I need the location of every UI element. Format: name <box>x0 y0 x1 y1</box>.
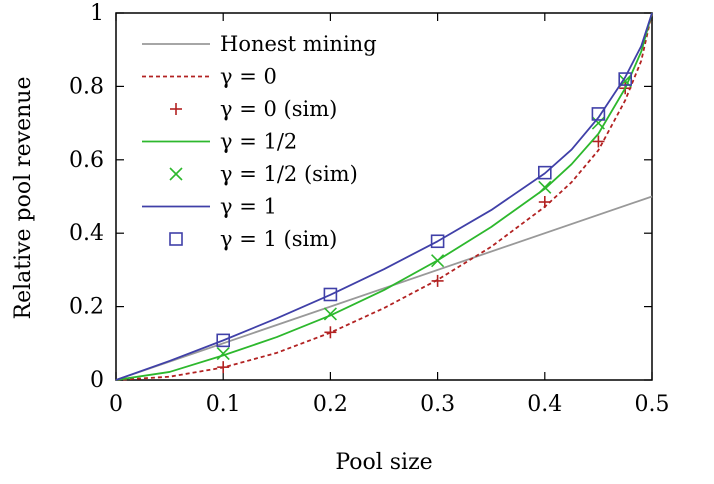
data-point <box>591 107 606 121</box>
data-point <box>431 274 444 287</box>
x-axis-label: Pool size <box>335 450 432 475</box>
series-line <box>115 12 653 381</box>
legend-label: γ = 1/2 <box>220 130 297 154</box>
data-point <box>537 165 552 180</box>
y-tick-label: 0.4 <box>69 221 104 246</box>
legend-entry: γ = 1 (sim) <box>169 227 337 251</box>
legend-entry: γ = 1/2 <box>142 130 297 154</box>
data-point <box>323 307 337 321</box>
data-point <box>538 180 552 194</box>
data-point <box>592 135 605 148</box>
series-layer <box>115 12 653 381</box>
plot-area <box>115 12 653 381</box>
x-tick-label: 0.4 <box>527 392 562 417</box>
legend-swatch <box>169 167 183 181</box>
series-line <box>115 12 653 381</box>
marker-stroke <box>431 254 445 268</box>
axis-ticks: 0 0.1 0.2 0.3 0.4 0.5 0 0.2 0.4 0.6 0.8 1 <box>69 1 670 417</box>
series-0 <box>115 195 653 381</box>
y-tick-label: 0.2 <box>69 295 104 320</box>
series-6 <box>216 72 633 348</box>
series-2 <box>217 82 632 374</box>
data-point <box>538 196 551 209</box>
x-tick-label: 0.2 <box>313 392 348 417</box>
data-point <box>591 116 605 130</box>
legend-entry: γ = 0 (sim) <box>170 97 337 121</box>
series-line <box>115 12 653 381</box>
legend-entry: γ = 1 <box>142 195 277 219</box>
data-point <box>618 72 633 86</box>
x-tick-label: 0.3 <box>420 392 455 417</box>
y-tick-label: 0.6 <box>69 148 104 173</box>
series-line <box>115 195 653 381</box>
legend-label: Honest mining <box>220 32 377 56</box>
data-point <box>323 287 338 302</box>
y-tick-label: 1 <box>90 1 104 26</box>
marker-stroke <box>538 180 552 194</box>
legend-label: γ = 1/2 (sim) <box>220 162 358 186</box>
data-point <box>216 333 230 348</box>
x-tick-label: 0 <box>109 392 123 417</box>
series-1 <box>115 12 653 381</box>
marker-stroke <box>323 307 337 321</box>
legend-swatch <box>169 232 183 246</box>
legend-swatch <box>170 103 182 115</box>
data-point <box>431 254 445 268</box>
legend: Honest mining γ = 0 γ = 0 (sim) γ = 1/2 γ = … <box>142 32 377 251</box>
y-axis-label: Relative pool revenue <box>11 77 36 320</box>
data-point <box>217 361 230 374</box>
legend-label: γ = 0 <box>220 65 277 89</box>
legend-entry: γ = 1/2 (sim) <box>169 162 358 186</box>
marker-stroke <box>216 347 230 361</box>
x-tick-label: 0.5 <box>635 392 670 417</box>
marker-stroke <box>169 167 183 181</box>
y-tick-label: 0 <box>90 368 104 393</box>
series-5 <box>115 12 653 381</box>
y-tick-label: 0.8 <box>69 74 104 99</box>
legend-label: γ = 1 (sim) <box>220 227 337 251</box>
data-point <box>324 326 337 339</box>
data-point <box>216 347 230 361</box>
marker-stroke <box>591 116 605 130</box>
legend-label: γ = 1 <box>220 195 277 219</box>
legend-label: γ = 0 (sim) <box>220 97 337 121</box>
x-tick-label: 0.1 <box>206 392 241 417</box>
data-point <box>430 234 445 249</box>
series-3 <box>115 12 653 381</box>
legend-entry: γ = 0 <box>142 65 277 89</box>
legend-entry: Honest mining <box>142 32 377 56</box>
plot-frame <box>115 12 653 381</box>
